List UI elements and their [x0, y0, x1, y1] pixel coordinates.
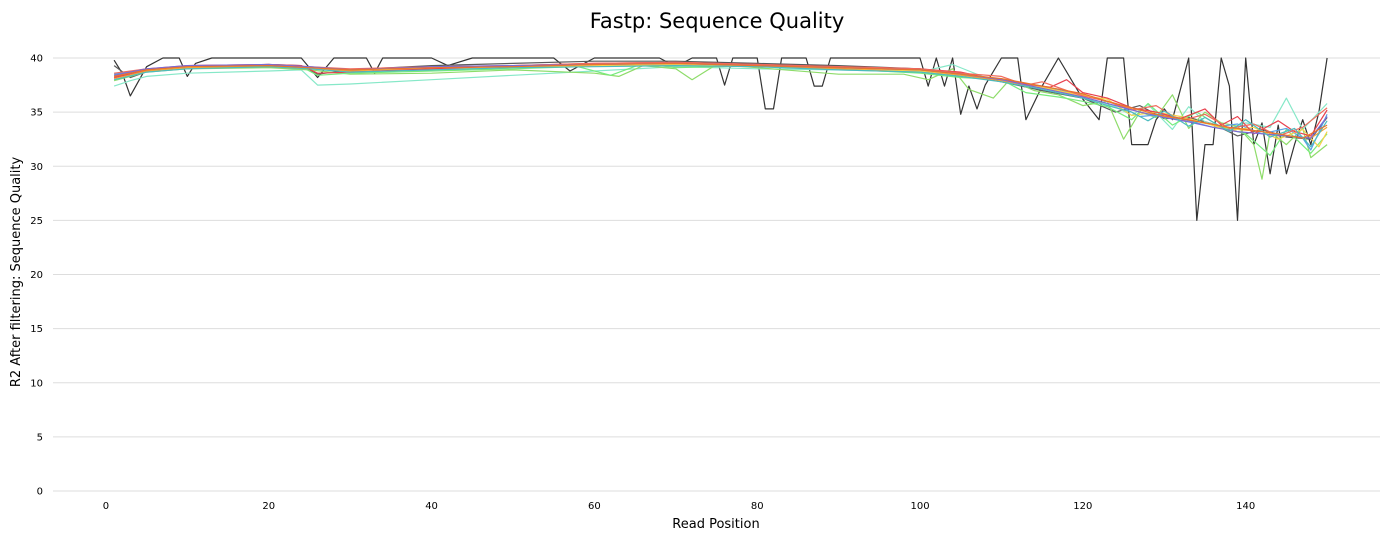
x-tick-label: 40 [425, 501, 438, 512]
y-axis-label: R2 After filtering: Sequence Quality [9, 157, 24, 388]
y-tick-label: 20 [30, 270, 43, 281]
y-tick-label: 10 [30, 378, 43, 389]
x-tick-label: 100 [910, 501, 929, 512]
y-tick-label: 40 [30, 54, 43, 65]
series-line [113, 62, 1328, 139]
x-tick-label: 0 [103, 501, 109, 512]
y-tick-label: 25 [30, 216, 43, 227]
series-line [114, 61, 1328, 137]
series-line [113, 64, 1328, 139]
plot-series [113, 57, 1328, 221]
y-tick-label: 5 [37, 432, 43, 443]
series-line [113, 62, 1328, 139]
y-tick-label: 0 [37, 487, 43, 498]
series-line [113, 57, 1328, 221]
x-tick-label: 20 [262, 501, 275, 512]
grid-lines [53, 57, 1380, 492]
x-tick-label: 120 [1073, 501, 1092, 512]
y-tick-label: 15 [30, 324, 43, 335]
x-tick-label: 80 [751, 501, 764, 512]
series-line [114, 62, 1328, 156]
x-tick-label: 140 [1236, 501, 1255, 512]
x-axis-label: Read Position [672, 517, 759, 532]
y-tick-label: 30 [30, 162, 43, 173]
y-axis-ticks: 0 5 10 15 20 25 30 35 40 [30, 54, 43, 498]
series-line [113, 63, 1328, 180]
chart-title: Fastp: Sequence Quality [590, 9, 845, 33]
x-tick-label: 60 [588, 501, 601, 512]
y-tick-label: 35 [30, 108, 43, 119]
x-axis-ticks: 0 20 40 60 80 100 120 140 [103, 501, 1255, 512]
